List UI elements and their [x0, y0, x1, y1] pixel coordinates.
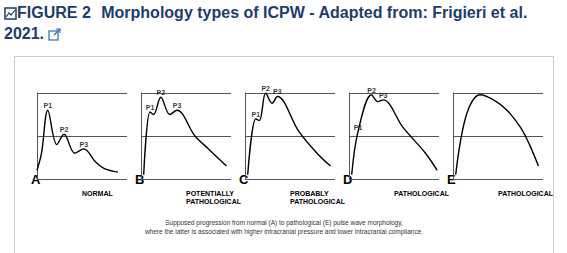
- svg-text:P1: P1: [44, 102, 53, 109]
- svg-text:P2: P2: [157, 89, 166, 96]
- svg-text:C: C: [239, 172, 249, 187]
- svg-text:P1: P1: [252, 111, 261, 118]
- svg-text:P2: P2: [261, 85, 270, 92]
- svg-text:P3: P3: [173, 102, 182, 109]
- html-text:FIGURE 2 Morphology types of I: FIGURE 2 Morphology types of ICPW - Adap…: [4, 4, 528, 42]
- svg-text:B: B: [135, 172, 145, 187]
- svg-text:PATHOLOGICAL: PATHOLOGICAL: [290, 198, 346, 205]
- svg-text:P1: P1: [353, 123, 363, 131]
- svg-text:P3: P3: [273, 88, 282, 95]
- svg-text:POTENTIALLY: POTENTIALLY: [186, 190, 234, 197]
- svg-text:P2: P2: [367, 87, 376, 94]
- svg-text:PATHOLOGICAL: PATHOLOGICAL: [186, 198, 242, 205]
- svg-text:NORMAL: NORMAL: [82, 190, 113, 197]
- svg-text:P3: P3: [379, 92, 388, 99]
- svg-text:Supposed progression from norm: Supposed progression from normal (A) to …: [165, 219, 403, 227]
- svg-text:PATHOLOGICAL: PATHOLOGICAL: [394, 190, 450, 197]
- svg-text:A: A: [31, 172, 41, 187]
- svg-text:D: D: [343, 172, 353, 187]
- svg-text:P2: P2: [60, 126, 69, 133]
- svg-text:where the latter is associated: where the latter is associated with high…: [144, 228, 423, 236]
- svg-text:PATHOLOGICAL: PATHOLOGICAL: [498, 190, 553, 197]
- svg-text:E: E: [447, 172, 456, 187]
- svg-text:P3: P3: [80, 141, 89, 148]
- svg-text:P1: P1: [146, 104, 155, 111]
- svg-text:PROBABLY: PROBABLY: [290, 190, 329, 197]
